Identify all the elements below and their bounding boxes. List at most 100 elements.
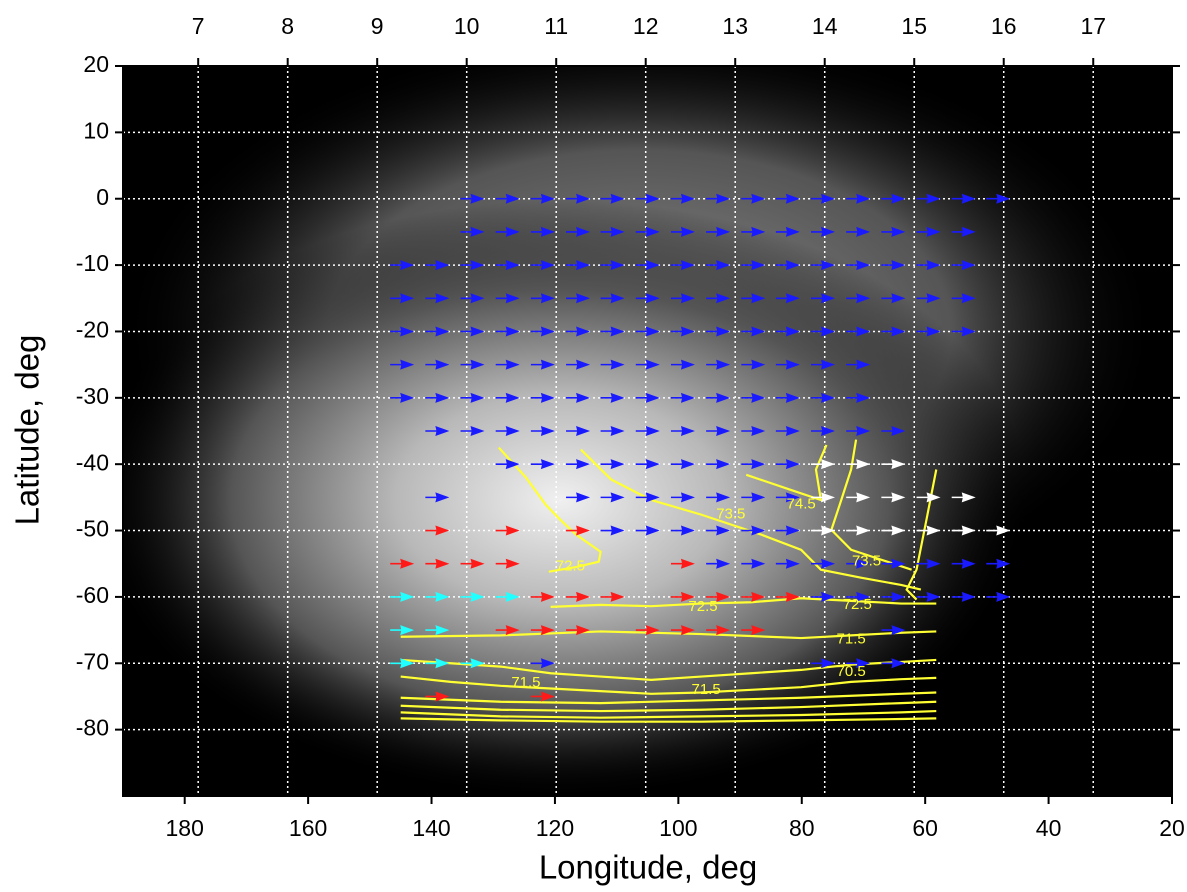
wind-vector: [741, 326, 766, 337]
wind-vector: [600, 193, 625, 204]
wind-vector: [530, 260, 555, 271]
wind-vector: [635, 359, 660, 370]
wind-vector: [811, 226, 836, 237]
wind-vector: [846, 193, 871, 204]
y-tick-label: -60: [76, 582, 109, 608]
wind-vector: [530, 392, 555, 403]
wind-vector: [600, 392, 625, 403]
wind-vector: [600, 226, 625, 237]
wind-vector: [811, 359, 836, 370]
wind-vector: [881, 492, 906, 503]
wind-vector: [495, 426, 520, 436]
wind-vector: [775, 392, 800, 403]
wind-vector: [846, 591, 871, 602]
wind-vector: [670, 392, 695, 403]
wind-vector: [775, 426, 800, 436]
x2-tick-label: 15: [901, 13, 927, 39]
wind-vector: [495, 459, 520, 470]
wind-vector: [460, 260, 485, 271]
wind-vector: [566, 326, 591, 337]
wind-vector: [881, 193, 906, 204]
x2-tick-label: 17: [1080, 13, 1106, 39]
wind-vector: [635, 326, 660, 337]
wind-vector: [951, 525, 976, 536]
x-tick-label: 160: [289, 815, 327, 841]
wind-vector: [706, 260, 731, 271]
wind-vector: [706, 193, 731, 204]
wind-vector: [951, 558, 976, 569]
contour-label: 71.5: [511, 674, 540, 691]
y-tick-label: -50: [76, 516, 109, 542]
wind-vector: [811, 392, 836, 403]
y-tick-label: 0: [96, 184, 109, 210]
wind-vector: [566, 293, 591, 304]
wind-vector: [390, 591, 415, 602]
x2-tick-label: 13: [722, 13, 748, 39]
wind-vector: [706, 426, 731, 436]
wind-vector: [425, 426, 450, 436]
contour-label: 70.5: [837, 663, 866, 680]
wind-vector: [495, 293, 520, 304]
wind-vector: [635, 226, 660, 237]
contour-label: 72.5: [843, 596, 872, 613]
wind-vector: [811, 293, 836, 304]
wind-vector: [811, 326, 836, 337]
wind-vector: [566, 625, 591, 636]
wind-vector: [600, 359, 625, 370]
wind-vector: [916, 226, 941, 237]
wind-vector: [986, 591, 1011, 602]
wind-vector: [706, 591, 731, 602]
wind-vector: [706, 326, 731, 337]
wind-vector: [846, 326, 871, 337]
wind-vector: [846, 426, 871, 436]
wind-vector: [600, 591, 625, 602]
wind-vector: [741, 459, 766, 470]
wind-vector: [916, 193, 941, 204]
wind-vector: [706, 625, 731, 636]
wind-vector: [460, 392, 485, 403]
contour-line: [400, 675, 937, 695]
wind-vector: [670, 625, 695, 636]
wind-vector: [741, 492, 766, 503]
wind-vector: [530, 625, 555, 636]
wind-vector: [390, 392, 415, 403]
wind-vector: [811, 525, 836, 536]
wind-vector: [951, 326, 976, 337]
wind-vector: [811, 492, 836, 503]
wind-vector: [881, 459, 906, 470]
x-tick-label: 40: [1036, 815, 1062, 841]
wind-vector: [600, 293, 625, 304]
wind-vector: [425, 392, 450, 403]
wind-vector: [706, 459, 731, 470]
contour-line: [580, 448, 922, 591]
wind-vector: [986, 525, 1011, 536]
wind-vector: [775, 193, 800, 204]
wind-vector: [495, 326, 520, 337]
wind-vector: [425, 558, 450, 569]
wind-vector: [425, 359, 450, 370]
contour-line: [400, 700, 937, 713]
wind-vector: [916, 558, 941, 569]
wind-vector: [741, 558, 766, 569]
wind-vector: [670, 226, 695, 237]
wind-vector: [530, 591, 555, 602]
wind-vector: [846, 558, 871, 569]
x-tick-label: 20: [1159, 815, 1185, 841]
wind-vector: [846, 658, 871, 669]
wind-vector: [600, 260, 625, 271]
wind-vector: [600, 426, 625, 436]
wind-vector: [566, 459, 591, 470]
wind-vector: [881, 260, 906, 271]
wind-vector: [390, 658, 415, 669]
y-tick-label: -40: [76, 449, 109, 475]
wind-vector: [846, 226, 871, 237]
x2-tick-label: 8: [281, 13, 294, 39]
wind-vector: [670, 426, 695, 436]
wind-vector: [566, 426, 591, 436]
contour-line: [400, 709, 937, 719]
wind-vector: [425, 326, 450, 337]
contour-line: [400, 691, 937, 705]
wind-vector: [566, 525, 591, 536]
plot-area: 74.5 73.5 73.5 72.5 72.5 72.5 71.5 71.5 71.5 70.5: [123, 65, 1172, 796]
wind-vector: [670, 459, 695, 470]
